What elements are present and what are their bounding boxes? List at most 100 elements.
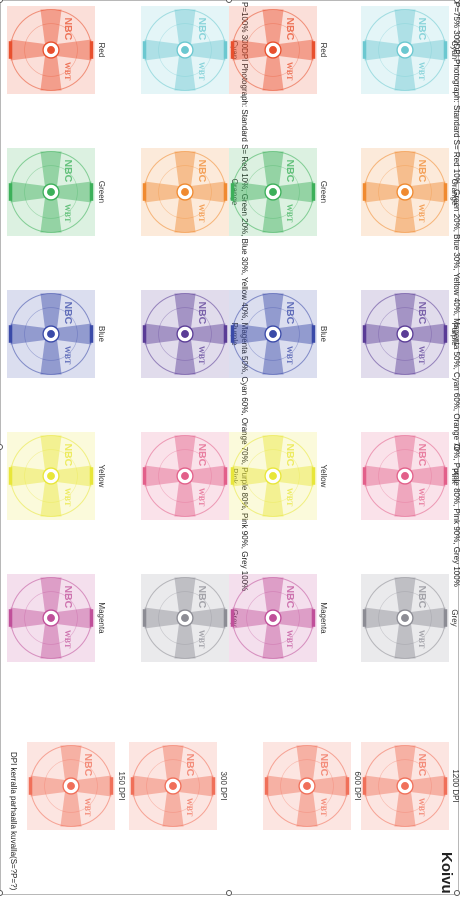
test-pattern-blue-a[interactable]: NBC WBT (7, 290, 95, 378)
test-pattern-yellow-b[interactable]: NBC WBT (229, 432, 317, 520)
label-dpi-4: 1200 DPI (451, 769, 460, 803)
svg-text:NBC: NBC (62, 585, 74, 608)
label-magenta-b: Magenta (319, 602, 328, 634)
label-green-a: Green (97, 180, 106, 204)
svg-text:NBC: NBC (318, 753, 330, 776)
svg-text:NBC: NBC (62, 301, 74, 324)
svg-text:NBC: NBC (196, 301, 208, 324)
dpi-caption: DPI kerralla parhaalla kuvalla(S=?P=?) (9, 752, 18, 891)
label-magenta-a: Magenta (97, 602, 106, 634)
svg-text:WBT: WBT (417, 346, 426, 365)
svg-text:NBC: NBC (196, 443, 208, 466)
test-pattern-dpi-2[interactable]: NBC WBT (129, 742, 217, 830)
test-pattern-cyan-b[interactable]: NBC WBT (361, 6, 449, 94)
svg-text:WBT: WBT (417, 798, 426, 817)
svg-text:WBT: WBT (63, 204, 72, 223)
svg-text:NBC: NBC (184, 753, 196, 776)
test-pattern-purple-b[interactable]: NBC WBT (361, 290, 449, 378)
label-pink-b: Pink (450, 468, 459, 484)
svg-text:WBT: WBT (197, 630, 206, 649)
svg-text:NBC: NBC (62, 443, 74, 466)
sheet-title: Koivu (438, 852, 455, 894)
svg-text:WBT: WBT (185, 798, 194, 817)
test-pattern-purple-a[interactable]: NBC WBT (141, 290, 229, 378)
svg-text:NBC: NBC (416, 443, 428, 466)
resize-handle-bottom[interactable] (226, 890, 232, 896)
svg-text:WBT: WBT (285, 62, 294, 81)
label-dpi-2: 300 DPI (219, 771, 228, 801)
test-pattern-cyan-a[interactable]: NBC WBT (141, 6, 229, 94)
svg-text:WBT: WBT (417, 488, 426, 507)
label-cyan-b: Cyan (450, 40, 459, 60)
svg-text:NBC: NBC (196, 17, 208, 40)
svg-text:WBT: WBT (63, 62, 72, 81)
label-red-b: Red (319, 42, 328, 58)
svg-text:WBT: WBT (63, 630, 72, 649)
test-pattern-dpi-4[interactable]: NBC WBT (361, 742, 449, 830)
label-green-b: Green (319, 180, 328, 204)
svg-text:NBC: NBC (284, 159, 296, 182)
svg-text:NBC: NBC (416, 17, 428, 40)
svg-text:NBC: NBC (416, 159, 428, 182)
resize-handle-bottom-right[interactable] (454, 890, 460, 896)
resize-handle-top-right[interactable] (454, 0, 460, 3)
svg-text:NBC: NBC (284, 17, 296, 40)
label-purple-b: Purple (450, 322, 459, 346)
svg-text:WBT: WBT (197, 346, 206, 365)
svg-text:NBC: NBC (62, 159, 74, 182)
svg-text:WBT: WBT (83, 798, 92, 817)
svg-text:NBC: NBC (82, 753, 94, 776)
svg-text:WBT: WBT (417, 204, 426, 223)
test-pattern-dpi-3[interactable]: NBC WBT (263, 742, 351, 830)
label-grey-b: Grey (450, 609, 459, 627)
test-pattern-magenta-a[interactable]: NBC WBT (7, 574, 95, 662)
test-pattern-dpi-1[interactable]: NBC WBT (27, 742, 115, 830)
svg-text:WBT: WBT (197, 488, 206, 507)
label-dpi-1: 150 DPI (117, 771, 126, 801)
test-pattern-orange-b[interactable]: NBC WBT (361, 148, 449, 236)
test-pattern-green-a[interactable]: NBC WBT (7, 148, 95, 236)
svg-text:WBT: WBT (197, 204, 206, 223)
test-pattern-green-b[interactable]: NBC WBT (229, 148, 317, 236)
svg-text:NBC: NBC (284, 301, 296, 324)
test-pattern-red-a[interactable]: NBC WBT (7, 6, 95, 94)
svg-text:WBT: WBT (285, 346, 294, 365)
svg-text:WBT: WBT (63, 488, 72, 507)
svg-text:NBC: NBC (416, 301, 428, 324)
svg-text:NBC: NBC (62, 17, 74, 40)
test-pattern-magenta-b[interactable]: NBC WBT (229, 574, 317, 662)
svg-text:NBC: NBC (284, 443, 296, 466)
test-pattern-pink-a[interactable]: NBC WBT (141, 432, 229, 520)
label-yellow-a: Yellow (97, 464, 106, 488)
resize-handle-bottom-left[interactable] (0, 890, 3, 896)
resize-handle-right[interactable] (454, 444, 460, 450)
test-pattern-yellow-a[interactable]: NBC WBT (7, 432, 95, 520)
svg-text:NBC: NBC (416, 753, 428, 776)
test-pattern-grey-b[interactable]: NBC WBT (361, 574, 449, 662)
label-orange-b: Orange (450, 178, 459, 206)
svg-text:WBT: WBT (63, 346, 72, 365)
svg-text:WBT: WBT (285, 488, 294, 507)
svg-text:NBC: NBC (416, 585, 428, 608)
svg-text:WBT: WBT (417, 630, 426, 649)
svg-text:WBT: WBT (417, 62, 426, 81)
resize-handle-top-left[interactable] (0, 0, 3, 3)
resize-handle-top[interactable] (226, 0, 232, 3)
svg-text:NBC: NBC (196, 159, 208, 182)
svg-text:WBT: WBT (285, 204, 294, 223)
label-yellow-b: Yellow (319, 464, 328, 488)
resize-handle-left[interactable] (0, 444, 3, 450)
svg-text:NBC: NBC (196, 585, 208, 608)
label-red-a: Red (97, 42, 106, 58)
test-pattern-pink-b[interactable]: NBC WBT (361, 432, 449, 520)
test-pattern-grey-a[interactable]: NBC WBT (141, 574, 229, 662)
test-pattern-blue-b[interactable]: NBC WBT (229, 290, 317, 378)
label-blue-a: Blue (97, 325, 106, 342)
svg-text:WBT: WBT (197, 62, 206, 81)
test-pattern-red-b[interactable]: NBC WBT (229, 6, 317, 94)
test-pattern-orange-a[interactable]: NBC WBT (141, 148, 229, 236)
svg-text:WBT: WBT (285, 630, 294, 649)
svg-text:WBT: WBT (319, 798, 328, 817)
